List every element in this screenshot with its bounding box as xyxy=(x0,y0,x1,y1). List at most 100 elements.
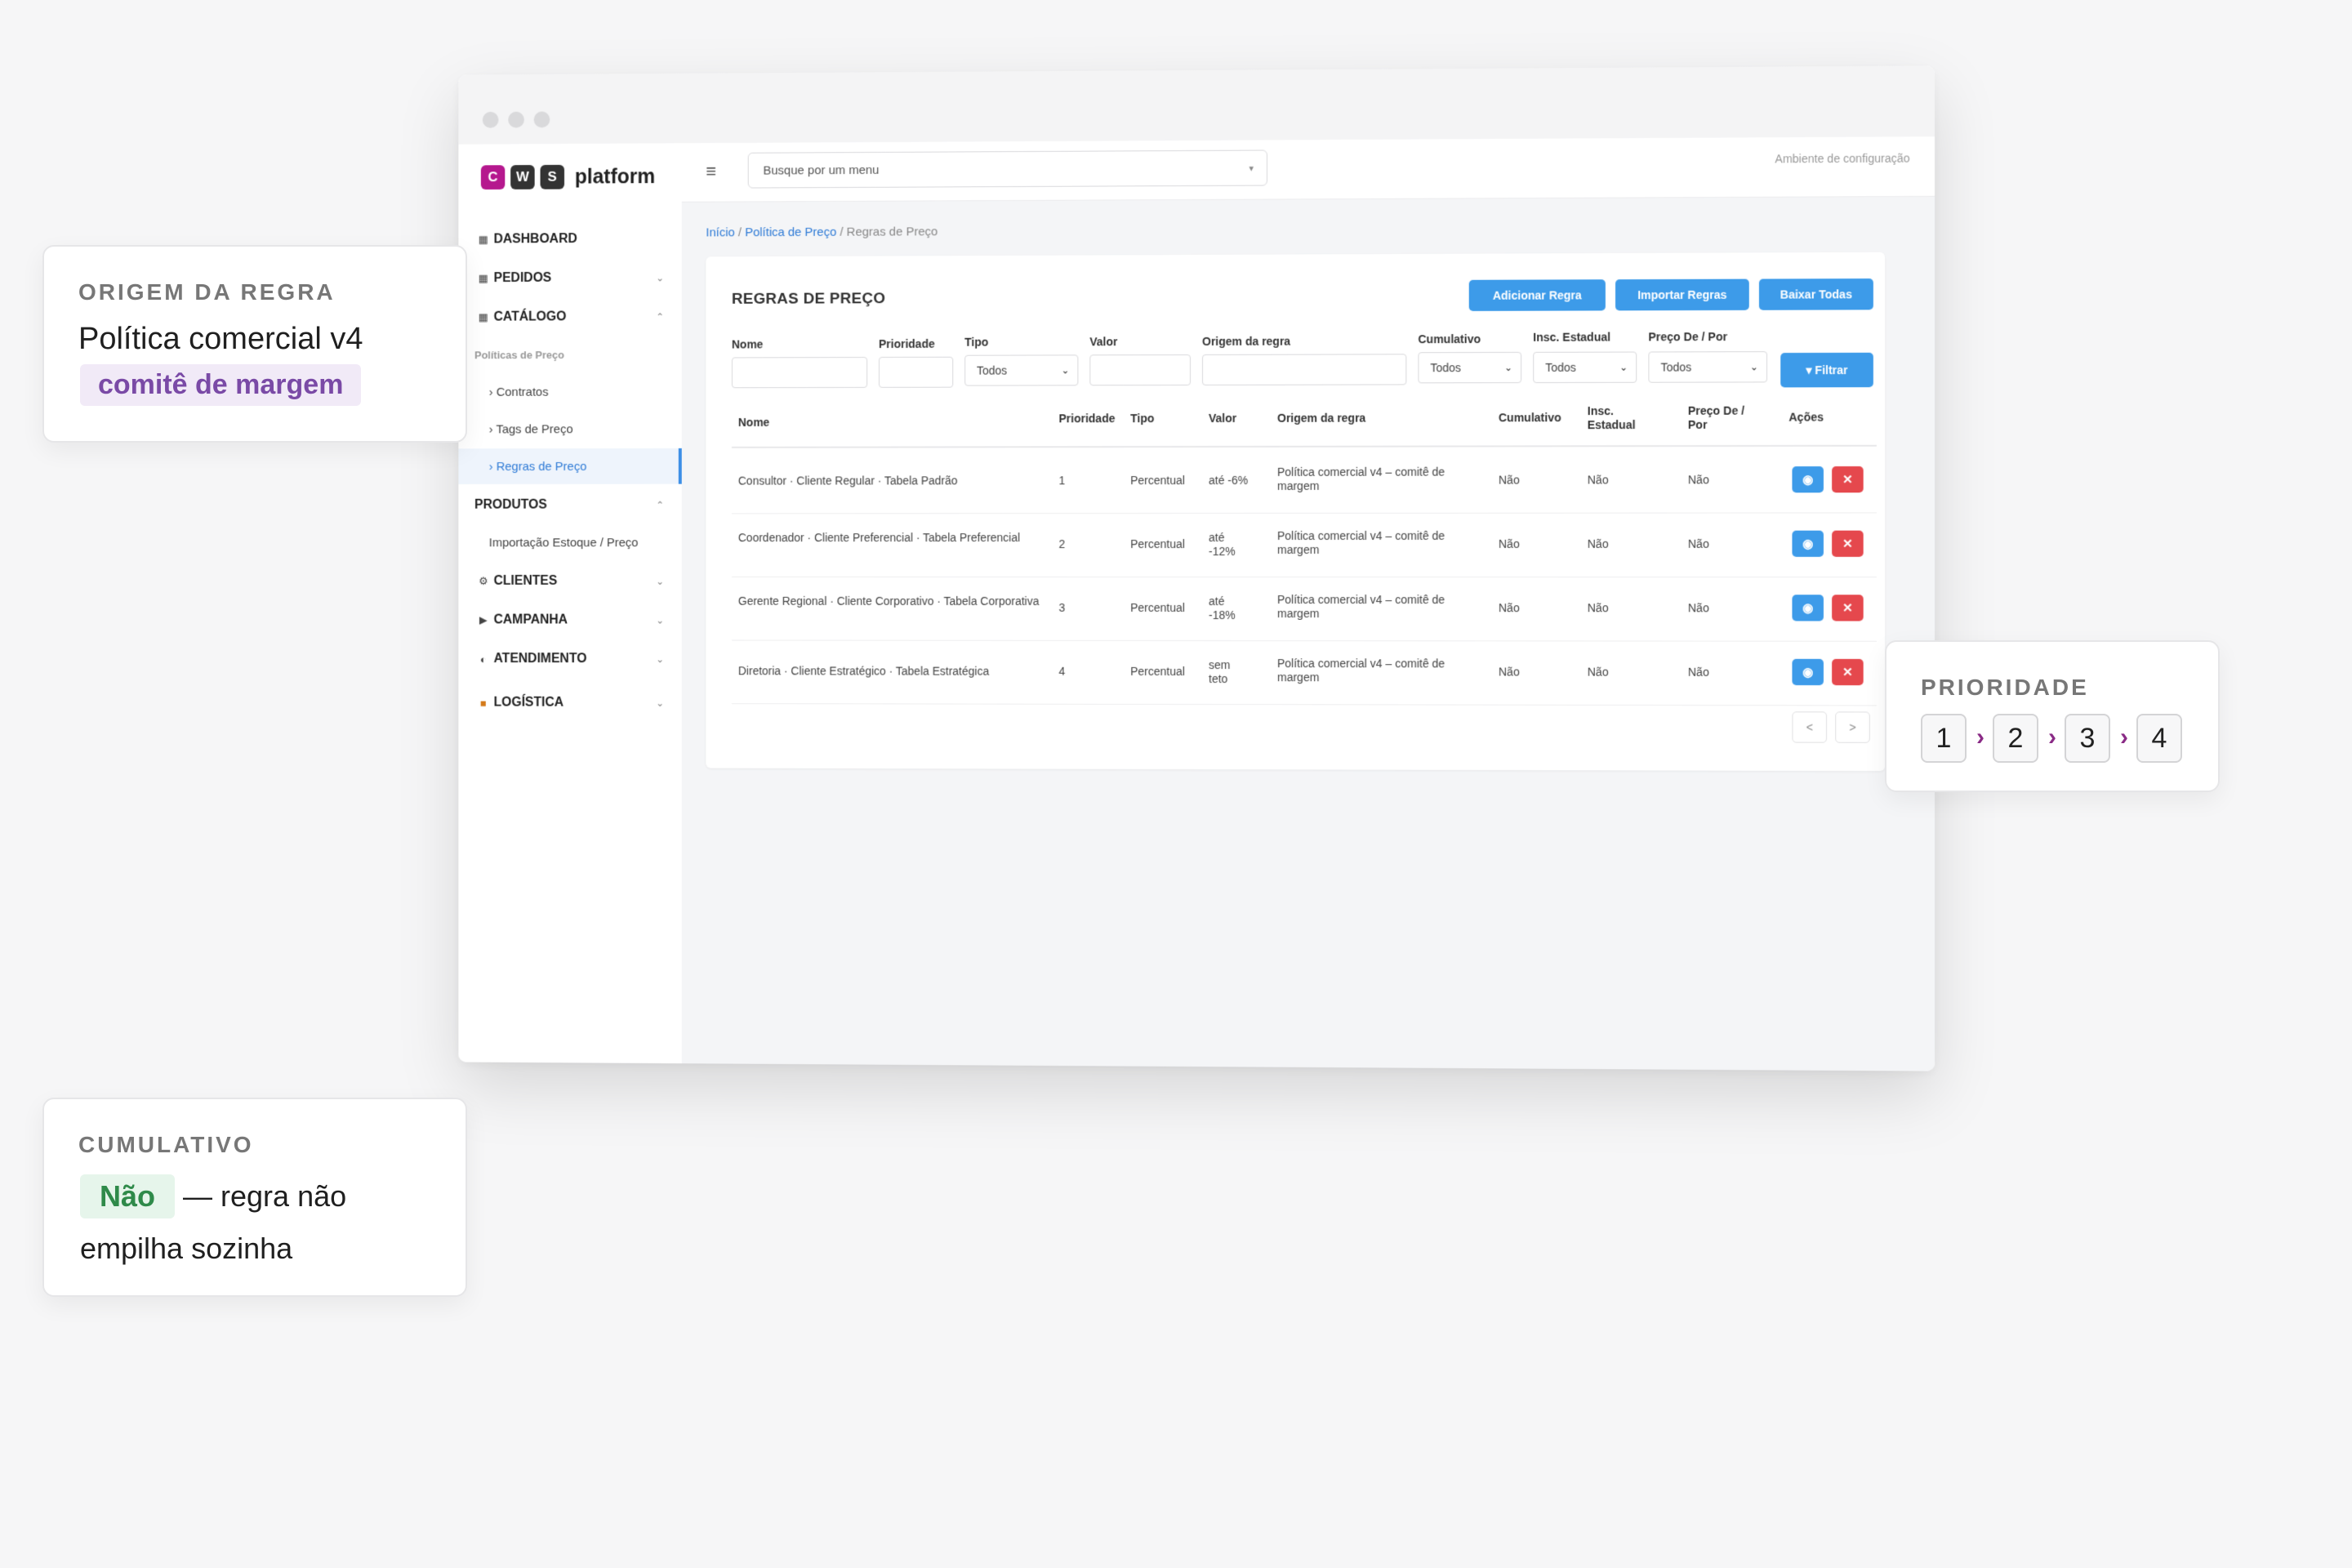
download-all-button[interactable]: Baixar Todas xyxy=(1759,278,1873,310)
filter-tipo-value: Todos xyxy=(977,364,1007,377)
callout-origem-text: Política comercial v4 xyxy=(78,322,363,357)
brand-logo[interactable]: C W S platform xyxy=(481,163,655,191)
priority-step: 2 xyxy=(1993,714,2038,763)
add-rule-button[interactable]: Adicionar Regra xyxy=(1469,279,1606,311)
search-placeholder: Busque por um menu xyxy=(763,163,879,177)
sidebar-item-dashboard[interactable]: ▦ DASHBOARD xyxy=(458,221,681,258)
priority-step: 3 xyxy=(2065,714,2110,763)
sidebar-item-produtos[interactable]: PRODUTOS ⌃ xyxy=(458,488,681,523)
cell-insc: Não xyxy=(1588,473,1609,487)
delete-button[interactable]: ✕ xyxy=(1832,659,1864,685)
main-area: ≡ Busque por um menu ▾ Ambiente de confi… xyxy=(682,136,1935,1071)
view-button[interactable]: ◉ xyxy=(1792,531,1824,557)
breadcrumb-policy[interactable]: Política de Preço xyxy=(745,225,836,239)
breadcrumb-separator: / xyxy=(735,225,745,239)
sidebar-item-regras-de-preco[interactable]: › Regras de Preço xyxy=(458,448,681,484)
filter-origem-input[interactable] xyxy=(1202,354,1406,385)
cell-insc: Não xyxy=(1588,666,1609,679)
top-bar: ≡ Busque por um menu ▾ Ambiente de confi… xyxy=(682,136,1935,203)
cell-preco: Não xyxy=(1688,537,1709,551)
delete-button[interactable]: ✕ xyxy=(1832,531,1864,557)
sidebar: C W S platform ▦ DASHBOARD ▦ PEDIDOS ⌄ ▦… xyxy=(458,143,683,1063)
hamburger-menu-icon[interactable]: ≡ xyxy=(706,161,716,182)
cell-nome: Coordenador · Cliente Preferencial · Tab… xyxy=(738,531,1054,545)
filter-prioridade-input[interactable] xyxy=(879,357,953,388)
sidebar-item-tags-de-preco[interactable]: › Tags de Preço xyxy=(458,411,681,447)
truck-icon: ■ xyxy=(476,697,491,709)
grid-icon: ▦ xyxy=(476,311,491,324)
chevron-right-icon: › xyxy=(2048,724,2056,751)
priority-step: 4 xyxy=(2136,714,2182,763)
window-minimize-dot[interactable] xyxy=(508,112,524,128)
cell-origem: Política comercial v4 – comitê de margem xyxy=(1277,593,1474,621)
chevron-up-icon: ⌃ xyxy=(656,311,664,323)
cell-prioridade: 1 xyxy=(1058,474,1065,488)
cell-nome: Diretoria · Cliente Estratégico · Tabela… xyxy=(738,664,1054,678)
sidebar-item-label: CLIENTES xyxy=(494,574,558,589)
sidebar-item-logistica[interactable]: ■ LOGÍSTICA ⌄ xyxy=(458,685,681,721)
filter-button[interactable]: ▾ Filtrar xyxy=(1780,353,1873,388)
delete-button[interactable]: ✕ xyxy=(1832,595,1864,621)
chevron-down-icon: ⌄ xyxy=(656,653,664,665)
table-row[interactable]: Consultor · Cliente Regular · Tabela Pad… xyxy=(732,448,1877,514)
half-moon-icon: ◐ xyxy=(476,653,491,666)
menu-search-select[interactable]: Busque por um menu ▾ xyxy=(748,150,1267,189)
import-rules-button[interactable]: Importar Regras xyxy=(1615,279,1749,311)
filter-cumulativo-select[interactable]: Todos ⌄ xyxy=(1418,352,1521,383)
filter-tipo-select[interactable]: Todos ⌄ xyxy=(964,354,1078,385)
filter-preco-value: Todos xyxy=(1661,360,1692,373)
filter-nome-input[interactable] xyxy=(732,357,867,388)
sidebar-item-label: PEDIDOS xyxy=(494,271,552,286)
table-row[interactable]: Diretoria · Cliente Estratégico · Tabela… xyxy=(732,640,1877,706)
sidebar-item-label: ATENDIMENTO xyxy=(494,652,587,666)
window-maximize-dot[interactable] xyxy=(534,111,550,127)
view-button[interactable]: ◉ xyxy=(1792,659,1824,685)
filter-label-nome: Nome xyxy=(732,337,763,350)
filter-insc-select[interactable]: Todos ⌄ xyxy=(1533,352,1637,383)
breadcrumb: Início / Política de Preço / Regras de P… xyxy=(706,225,938,239)
cell-prioridade: 3 xyxy=(1058,601,1065,615)
table-row[interactable]: Gerente Regional · Cliente Corporativo ·… xyxy=(732,577,1877,642)
sidebar-item-atendimento[interactable]: ◐ ATENDIMENTO ⌄ xyxy=(458,641,681,677)
delete-button[interactable]: ✕ xyxy=(1832,466,1864,492)
filter-valor-input[interactable] xyxy=(1089,354,1191,385)
view-button[interactable]: ◉ xyxy=(1792,466,1824,492)
sidebar-item-label: CAMPANHA xyxy=(494,613,568,628)
callout-caption: PRIORIDADE xyxy=(1921,675,2089,701)
filter-label-preco: Preço De / Por xyxy=(1648,330,1727,343)
sidebar-item-catalogo[interactable]: ▦ CATÁLOGO ⌃ xyxy=(458,299,681,336)
chevron-down-icon: ⌄ xyxy=(656,697,664,709)
col-header-acoes: Ações xyxy=(1788,410,1824,424)
pagination-prev-button[interactable]: < xyxy=(1792,711,1827,742)
cell-tipo: Percentual xyxy=(1130,474,1185,488)
cell-valor: sem teto xyxy=(1209,658,1241,686)
cell-origem: Política comercial v4 – comitê de margem xyxy=(1277,529,1474,557)
chevron-down-icon: ⌄ xyxy=(656,615,664,626)
sidebar-item-campanha[interactable]: ▶ CAMPANHA ⌄ xyxy=(458,603,681,639)
logo-letter-s: S xyxy=(541,165,564,189)
filter-label-prioridade: Prioridade xyxy=(879,337,935,350)
cell-preco: Não xyxy=(1688,666,1709,679)
callout-cumulativo: CUMULATIVO Não — regra não empilha sozin… xyxy=(42,1098,467,1297)
callout-origem-highlight: comitê de margem xyxy=(80,364,361,406)
logo-word: platform xyxy=(575,165,655,189)
breadcrumb-home[interactable]: Início xyxy=(706,225,734,239)
gear-icon: ⚙ xyxy=(476,575,491,588)
sidebar-item-contratos[interactable]: › Contratos xyxy=(458,374,681,410)
sidebar-item-importacao[interactable]: Importação Estoque / Preço xyxy=(458,524,681,560)
cell-nome: Gerente Regional · Cliente Corporativo ·… xyxy=(738,595,1054,608)
sidebar-item-label: CATÁLOGO xyxy=(494,310,567,324)
filter-label-origem: Origem da regra xyxy=(1202,335,1290,348)
pagination-next-button[interactable]: > xyxy=(1835,711,1870,742)
table-row[interactable]: Coordenador · Cliente Preferencial · Tab… xyxy=(732,512,1877,577)
view-button[interactable]: ◉ xyxy=(1792,595,1824,621)
callout-prioridade: PRIORIDADE 1 › 2 › 3 › 4 xyxy=(1885,640,2220,792)
cell-insc: Não xyxy=(1588,601,1609,615)
sidebar-item-pedidos[interactable]: ▦ PEDIDOS ⌄ xyxy=(458,260,681,296)
cell-cumulativo: Não xyxy=(1499,665,1520,679)
sidebar-item-clientes[interactable]: ⚙ CLIENTES ⌄ xyxy=(458,564,681,599)
chevron-right-icon: › xyxy=(1976,724,1984,751)
window-close-dot[interactable] xyxy=(483,112,499,128)
environment-label: Ambiente de configuração xyxy=(1775,152,1909,166)
filter-preco-select[interactable]: Todos ⌄ xyxy=(1648,351,1767,383)
